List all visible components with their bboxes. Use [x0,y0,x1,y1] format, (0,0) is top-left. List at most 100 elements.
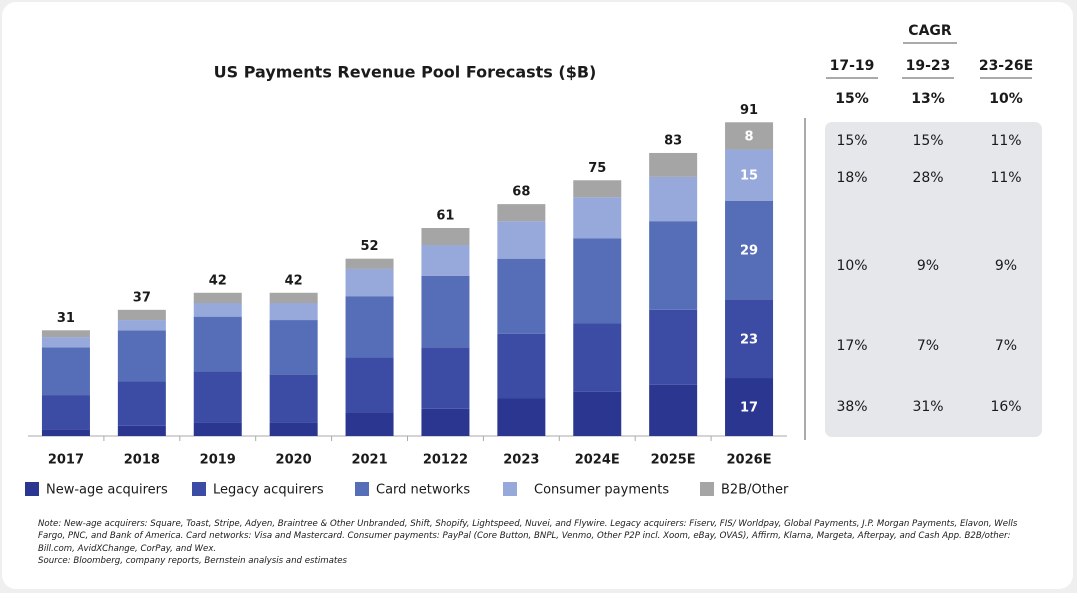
column-header: 23-26E [979,58,1033,74]
bar-segment [649,384,698,436]
x-tick-label: 20122 [423,453,468,468]
bar-segment [269,422,318,436]
bar-segment [345,357,394,413]
legend-swatch [25,482,39,496]
total-cagr: 13% [911,91,945,107]
total-label: 61 [436,208,454,223]
bar-segment [497,333,546,399]
bar-segment [725,149,774,201]
total-label: 31 [57,311,75,326]
bar-segment [573,180,622,198]
bar-segment [725,378,774,436]
bar-segment [345,412,394,436]
cagr-cell: 17% [836,338,867,354]
table-box [825,122,1042,437]
bar-segment [649,221,698,310]
bar-segment [269,374,318,423]
x-tick-label: 2023 [503,453,539,468]
legend-swatch [192,482,206,496]
bar-segment [117,309,166,321]
segment-label: 8 [745,129,754,144]
legend-label: B2B/Other [721,483,789,498]
legend-swatch [700,482,714,496]
bar-segment [497,204,546,222]
bar-segment [345,268,394,297]
bar-segment [345,296,394,358]
column-header: 19-23 [906,58,951,74]
x-tick-label: 2024E [575,453,620,468]
cagr-cell: 15% [836,133,867,149]
bar-segment [193,303,242,317]
legend-label: Consumer payments [534,483,669,498]
bar-segment [421,227,470,246]
note: Note: New-age acquirers: Square, Toast, … [38,519,1018,554]
bar-segment [497,258,546,334]
total-cagr: 10% [989,91,1023,107]
bar-segment [421,275,470,348]
bar-segment [649,152,698,177]
bar-segment [193,292,242,304]
bar-segment [193,371,242,423]
x-tick-label: 2019 [200,453,236,468]
bar-segment [573,238,622,324]
bar-segment [269,292,318,304]
bar-segment [269,303,318,321]
bar-segment [725,299,774,379]
notes: Note: New-age acquirers: Square, Toast, … [38,518,1038,567]
bar-segment [193,422,242,436]
total-cagr: 15% [835,91,869,107]
bar-segment [725,200,774,300]
column-header: 17-19 [830,58,875,74]
total-label: 75 [588,161,606,176]
source: Source: Bloomberg, company reports, Bern… [38,555,347,566]
total-label: 68 [512,185,530,200]
x-tick-label: 2017 [48,453,84,468]
total-label: 42 [285,273,303,288]
x-tick-label: 2018 [124,453,160,468]
bar-segment [573,197,622,239]
bar-segment [41,337,90,348]
cagr-cell: 38% [836,399,867,415]
cagr-cell: 10% [836,258,867,274]
bar-segment [649,176,698,222]
bar-segment [421,245,470,276]
bar-segment [193,316,242,372]
table-title: CAGR [908,23,952,39]
total-label: 42 [209,273,227,288]
segment-label: 15 [740,169,758,184]
bar-segment [117,425,166,436]
bar-segment [725,122,774,150]
cagr-cell: 11% [990,133,1021,149]
legend-swatch [355,482,369,496]
cagr-cell: 11% [990,170,1021,186]
x-tick-label: 2025E [651,453,696,468]
legend-label: New-age acquirers [46,483,168,498]
total-label: 91 [740,103,758,118]
bar-segment [117,330,166,382]
bar-segment [573,391,622,436]
bar-segment [41,429,90,436]
cagr-cell: 28% [912,170,943,186]
legend-label: Legacy acquirers [213,483,324,498]
chart-title: US Payments Revenue Pool Forecasts ($B) [214,63,597,82]
bar-segment [649,309,698,385]
bar-segment [345,258,394,269]
bar-segment [117,381,166,426]
bar-segment [497,398,546,436]
segment-label: 17 [740,401,758,416]
cagr-cell: 16% [990,399,1021,415]
bar-segment [117,320,166,331]
cagr-cell: 15% [912,133,943,149]
legend-label: Card networks [376,483,470,498]
bar-segment [41,330,90,338]
total-label: 83 [664,133,682,148]
cagr-cell: 18% [836,170,867,186]
bar-segment [269,320,318,375]
x-tick-label: 2026E [727,453,772,468]
bar-segment [421,408,470,436]
x-tick-label: 2020 [276,453,312,468]
bar-segment [497,221,546,259]
segment-label: 29 [740,244,758,259]
cagr-cell: 31% [912,399,943,415]
